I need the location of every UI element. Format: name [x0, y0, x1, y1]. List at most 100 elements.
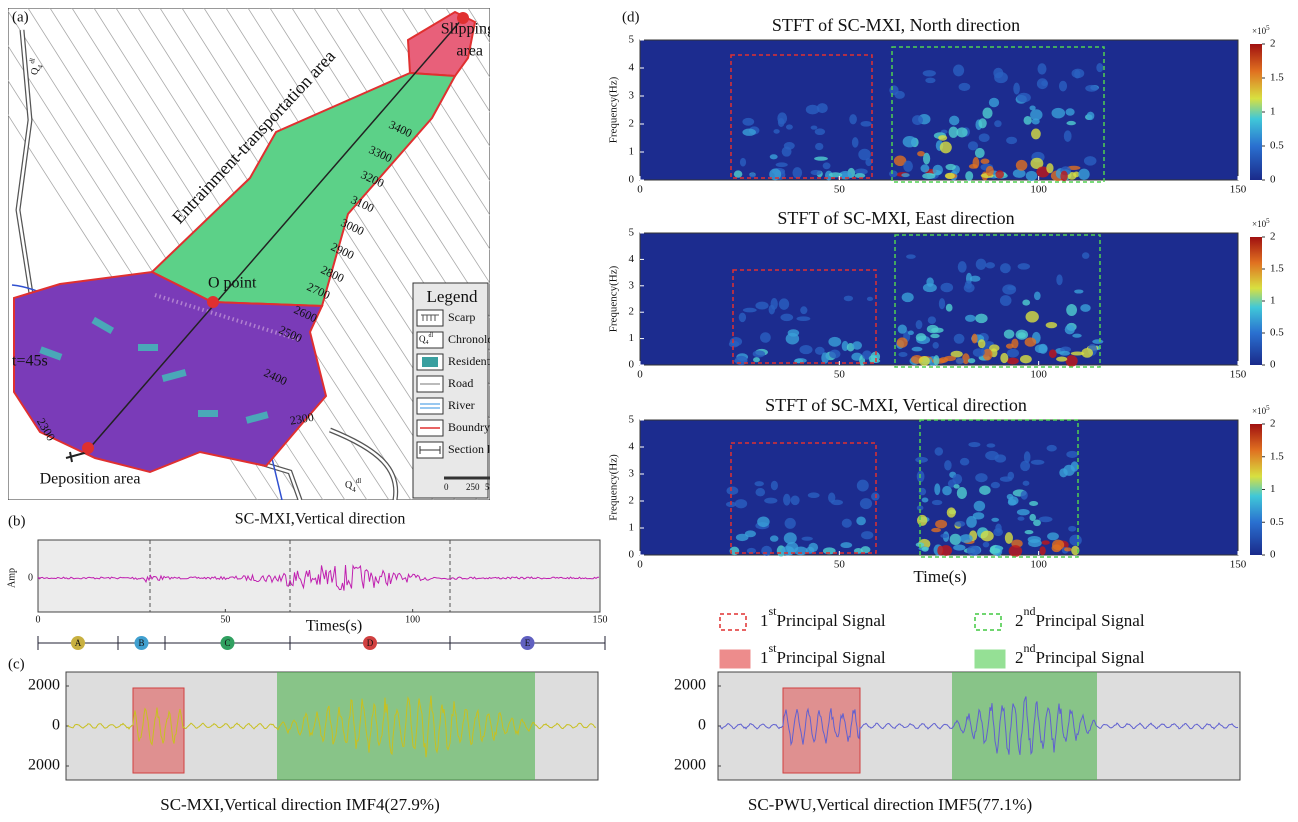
y-tick-label: 2000 [674, 757, 706, 774]
text-part: 2 [1015, 611, 1024, 630]
x-tick-label: 150 [1230, 184, 1247, 196]
y-tick-label: 2 [629, 495, 635, 507]
plot-caption: SC-PWU,Vertical direction IMF5(77.1%) [748, 795, 1032, 814]
stage-label: A [75, 638, 82, 648]
y-tick-label: 0 [629, 174, 635, 186]
spectral-energy [958, 261, 967, 273]
spectral-energy [1056, 357, 1067, 362]
text-part: 5 [1266, 217, 1270, 225]
spectral-energy [1082, 252, 1089, 259]
spectral-energy [1066, 451, 1078, 458]
spectral-energy [792, 167, 802, 178]
spectral-energy [1064, 130, 1072, 142]
spectral-energy [817, 103, 828, 113]
spectral-energy [906, 254, 916, 259]
spectral-energy [978, 339, 985, 348]
spectral-energy [742, 118, 754, 126]
spectral-energy [1024, 451, 1031, 463]
spectral-energy [981, 159, 990, 164]
spectral-energy [991, 482, 1000, 488]
spectral-energy [1024, 116, 1032, 125]
spectral-energy [1096, 63, 1103, 72]
spectral-energy [923, 70, 936, 76]
y-tick-label: 1 [629, 146, 635, 158]
y-tick-label: 3 [629, 279, 635, 291]
spectral-energy [956, 127, 967, 137]
spectral-energy [779, 298, 789, 310]
spectral-energy [788, 329, 799, 336]
spectral-energy [1000, 263, 1011, 273]
spectral-energy [928, 316, 936, 324]
spectral-energy [1018, 263, 1030, 270]
spectral-energy [1034, 291, 1041, 300]
spectral-energy [811, 126, 818, 130]
spectral-energy [1016, 160, 1028, 171]
legend-label: River [448, 398, 475, 412]
colorbar-tick-label: 2 [1270, 231, 1276, 243]
spectral-energy [777, 112, 787, 124]
spectral-energy [757, 516, 770, 527]
spectral-energy [935, 447, 943, 455]
text-part: dl [356, 477, 362, 485]
spectral-energy [903, 161, 913, 172]
colorbar-tick-label: 2 [1270, 38, 1276, 50]
spectral-energy [898, 324, 907, 333]
spectral-energy [981, 531, 994, 542]
spectral-energy [945, 173, 955, 179]
colorbar [1250, 237, 1262, 365]
x-tick-label: 0 [36, 614, 41, 625]
y-axis-label: Frequency(Hz) [608, 76, 620, 143]
spectral-energy [994, 72, 1008, 83]
spectral-energy [931, 327, 943, 332]
stage-label: E [525, 638, 531, 648]
spectral-energy [785, 518, 796, 529]
spectral-energy [1072, 334, 1081, 338]
spectral-energy [784, 532, 797, 544]
x-tick-label: 50 [220, 614, 230, 625]
spectral-energy [970, 276, 981, 282]
spectrogram [640, 40, 1238, 180]
legend-swatch [417, 310, 443, 326]
spectral-energy [1022, 300, 1030, 306]
text-part: 5 [1266, 24, 1270, 32]
spectral-energy [756, 488, 766, 496]
spectral-energy [1074, 289, 1083, 293]
spectral-energy [1037, 63, 1046, 74]
spectral-energy [982, 108, 992, 119]
spectral-energy [957, 487, 967, 499]
spectral-energy [994, 120, 1001, 127]
spectral-energy [727, 486, 739, 494]
spectral-energy [986, 166, 994, 176]
y-tick-label: 4 [629, 253, 635, 265]
spectral-energy [856, 517, 866, 526]
x-tick-label: 100 [1030, 369, 1047, 381]
spectral-energy [922, 498, 929, 503]
spectral-energy [1013, 83, 1020, 95]
spectral-energy [745, 530, 756, 537]
spectral-energy [796, 316, 810, 321]
x-tick-label: 50 [834, 184, 846, 196]
spectral-energy [986, 443, 995, 447]
spectral-energy [952, 474, 962, 484]
x-tick-label: 0 [637, 559, 643, 571]
spectral-energy [934, 483, 940, 495]
spectral-energy [1026, 171, 1037, 181]
spectral-energy [1074, 70, 1080, 79]
y-tick-label: 5 [629, 414, 635, 426]
y-tick-label: 2000 [674, 677, 706, 694]
spectral-energy [1060, 171, 1068, 182]
y-tick-label: 3 [629, 90, 635, 102]
spectral-energy [983, 542, 990, 548]
text-part: nd [1024, 604, 1036, 618]
spectral-energy [916, 320, 923, 329]
colorbar-tick-label: 0 [1270, 359, 1276, 371]
spectral-energy [771, 481, 778, 490]
text-part: ×10 [1252, 26, 1267, 36]
spectral-energy [769, 305, 775, 315]
point [207, 296, 219, 308]
y-tick-label: 5 [629, 227, 635, 239]
spectral-energy [944, 356, 956, 361]
spectral-energy [1065, 325, 1075, 335]
spectral-energy [783, 494, 790, 506]
spectral-energy [915, 457, 928, 463]
